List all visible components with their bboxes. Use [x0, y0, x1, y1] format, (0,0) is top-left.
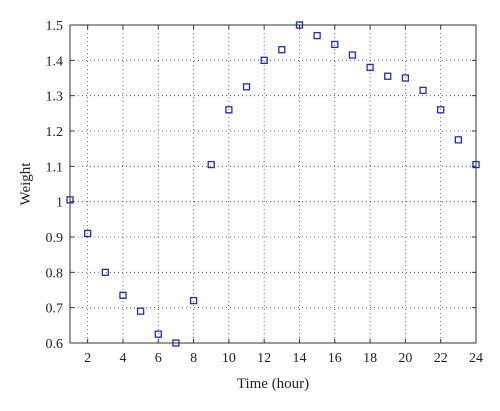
x-tick-label: 14 — [292, 351, 306, 366]
data-point — [384, 72, 392, 80]
y-tick-labels: 0.6 0.7 0.8 0.9 1 1.1 1.2 1.3 1.4 1.5 — [46, 19, 64, 352]
y-tick-label: 1.5 — [46, 19, 64, 34]
y-tick-label: 0.8 — [46, 266, 64, 281]
data-point — [119, 291, 127, 299]
y-tick-label: 0.7 — [46, 302, 64, 317]
axis-ticks — [70, 24, 477, 344]
y-tick-label: 0.9 — [46, 231, 64, 246]
data-point — [454, 136, 462, 144]
data-point — [366, 63, 374, 72]
data-point — [136, 307, 145, 315]
data-point — [101, 268, 109, 276]
data-point — [242, 83, 251, 91]
data-point — [313, 31, 321, 40]
data-point — [154, 330, 162, 338]
data-point — [189, 296, 198, 305]
data-point — [278, 46, 286, 54]
x-tick-label: 18 — [363, 351, 377, 366]
x-axis-title: Time (hour) — [237, 376, 309, 392]
y-tick-label: 1 — [56, 196, 63, 211]
y-tick-label: 1.4 — [46, 54, 64, 69]
plot-frame — [69, 24, 477, 344]
x-tick-label: 20 — [398, 351, 412, 366]
x-tick-label: 4 — [119, 351, 126, 366]
data-point — [172, 339, 180, 347]
data-point — [437, 106, 445, 114]
y-tick-label: 1.2 — [46, 125, 64, 140]
x-tick-labels: 2 4 6 8 10 12 14 16 18 20 22 24 — [84, 351, 483, 366]
data-point — [331, 40, 339, 49]
x-tick-label: 6 — [155, 351, 162, 366]
data-point — [207, 160, 215, 169]
data-point — [295, 21, 304, 29]
data-point — [419, 86, 427, 95]
data-point — [84, 229, 92, 238]
x-tick-label: 16 — [328, 351, 342, 366]
x-tick-label: 12 — [257, 351, 271, 366]
x-tick-label: 8 — [190, 351, 197, 366]
y-tick-label: 0.6 — [46, 337, 64, 352]
y-axis-title: Weight — [18, 162, 34, 206]
data-point — [225, 106, 233, 114]
y-tick-label: 1.1 — [46, 160, 64, 175]
data-point — [348, 51, 357, 59]
x-tick-label: 22 — [434, 351, 448, 366]
data-point — [260, 56, 268, 64]
x-tick-label: 2 — [84, 351, 91, 366]
data-point — [472, 160, 480, 169]
data-point — [66, 196, 74, 204]
y-tick-label: 1.3 — [46, 90, 64, 105]
grid-lines — [70, 25, 476, 343]
x-tick-label: 24 — [469, 351, 483, 366]
data-point — [401, 74, 410, 82]
x-tick-label: 10 — [222, 351, 236, 366]
data-points — [66, 21, 480, 347]
